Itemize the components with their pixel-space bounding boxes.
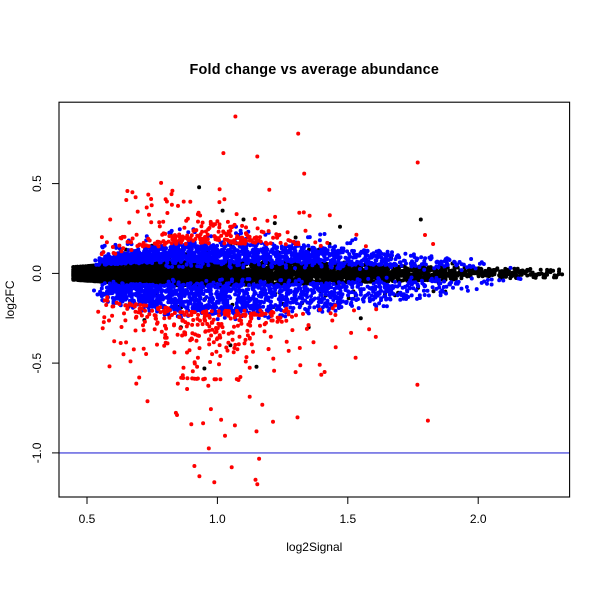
svg-text:Fold change vs average abundan: Fold change vs average abundance: [190, 62, 440, 78]
svg-text:0.5: 0.5: [30, 175, 44, 192]
svg-text:0.5: 0.5: [79, 512, 96, 526]
svg-text:log2Signal: log2Signal: [286, 540, 342, 554]
svg-text:1.5: 1.5: [339, 512, 356, 526]
svg-text:-1.0: -1.0: [30, 442, 44, 463]
svg-text:0.0: 0.0: [30, 265, 44, 282]
svg-text:2.0: 2.0: [470, 512, 487, 526]
svg-text:-0.5: -0.5: [30, 352, 44, 373]
svg-text:1.0: 1.0: [209, 512, 226, 526]
svg-text:log2FC: log2FC: [3, 280, 17, 319]
